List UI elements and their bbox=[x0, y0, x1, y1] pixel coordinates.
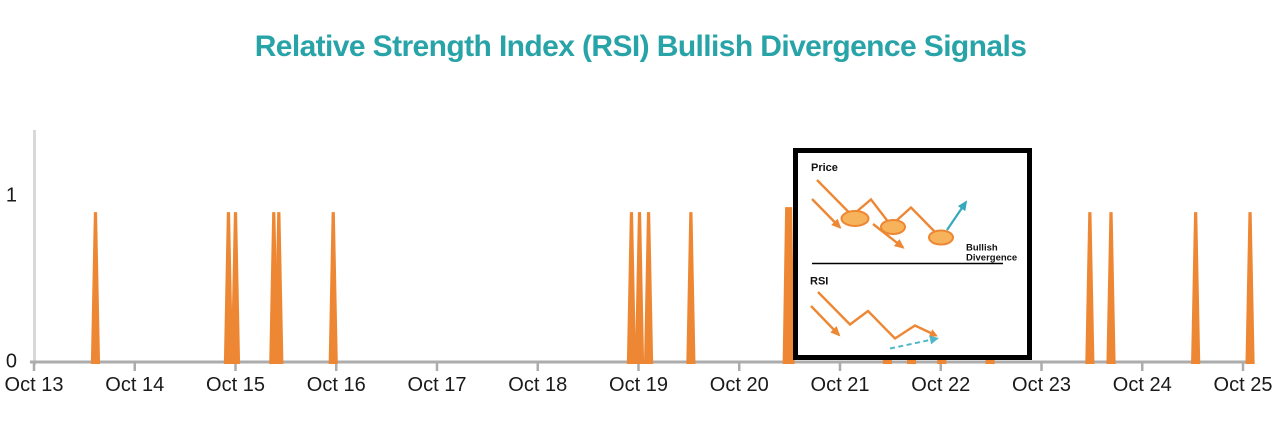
y-tick-label: 1 bbox=[6, 185, 17, 207]
y-tick-label: 0 bbox=[6, 351, 17, 373]
inset-price-downtrend-arrow-2 bbox=[872, 223, 905, 249]
signal-spikes bbox=[90, 207, 1255, 364]
x-tick-label: Oct 21 bbox=[811, 374, 870, 396]
x-tick-label: Oct 18 bbox=[508, 374, 567, 396]
inset-price-low-marker-3 bbox=[928, 229, 954, 246]
inset-bullish-label-line1: Bullish bbox=[966, 243, 998, 254]
chart-title: Relative Strength Index (RSI) Bullish Di… bbox=[254, 30, 1027, 63]
signal-spike bbox=[782, 207, 795, 364]
signal-spike bbox=[90, 212, 101, 364]
x-tick-label: Oct 17 bbox=[408, 374, 467, 396]
signal-spike bbox=[230, 212, 241, 364]
inset-rsi-zigzag bbox=[817, 291, 938, 341]
signal-spike bbox=[1245, 212, 1255, 364]
x-tick-label: Oct 23 bbox=[1012, 374, 1071, 396]
inset-price-low-marker-2 bbox=[880, 219, 906, 235]
inset-border-box bbox=[793, 148, 1032, 360]
x-tick-label: Oct 22 bbox=[911, 374, 970, 396]
signal-spike bbox=[634, 212, 645, 364]
x-tick-label: Oct 20 bbox=[710, 374, 769, 396]
inset-bullish-label-line2: Divergence bbox=[966, 253, 1017, 264]
x-tick-label: Oct 16 bbox=[307, 374, 366, 396]
signal-spike bbox=[274, 212, 284, 364]
x-tick-label: Oct 24 bbox=[1113, 374, 1172, 396]
divergence-inset-diagram: Price Bullish Divergence RSI bbox=[793, 148, 1032, 360]
x-tick-label: Oct 13 bbox=[5, 374, 64, 396]
x-tick-label: Oct 25 bbox=[1214, 374, 1273, 396]
signal-spike bbox=[1085, 212, 1095, 364]
signal-spike bbox=[643, 212, 654, 364]
signal-spike bbox=[223, 212, 234, 364]
inset-breakout-arrow bbox=[946, 200, 968, 231]
inset-price-low-marker-1 bbox=[840, 210, 870, 227]
inset-price-label: Price bbox=[811, 162, 838, 174]
inset-rsi-downtrend-arrow bbox=[810, 305, 841, 337]
x-tick-label: Oct 15 bbox=[206, 374, 265, 396]
inset-rsi-label: RSI bbox=[810, 276, 828, 288]
signal-spike bbox=[686, 212, 696, 364]
inset-price-downtrend-arrow-1 bbox=[811, 198, 842, 229]
x-tick-label: Oct 14 bbox=[105, 374, 164, 396]
signal-spike bbox=[328, 212, 338, 364]
inset-price-zigzag bbox=[816, 179, 938, 235]
signal-spike bbox=[1106, 212, 1116, 364]
signal-spike bbox=[1191, 212, 1201, 364]
x-tick-label: Oct 19 bbox=[609, 374, 668, 396]
signal-spike bbox=[626, 212, 637, 364]
